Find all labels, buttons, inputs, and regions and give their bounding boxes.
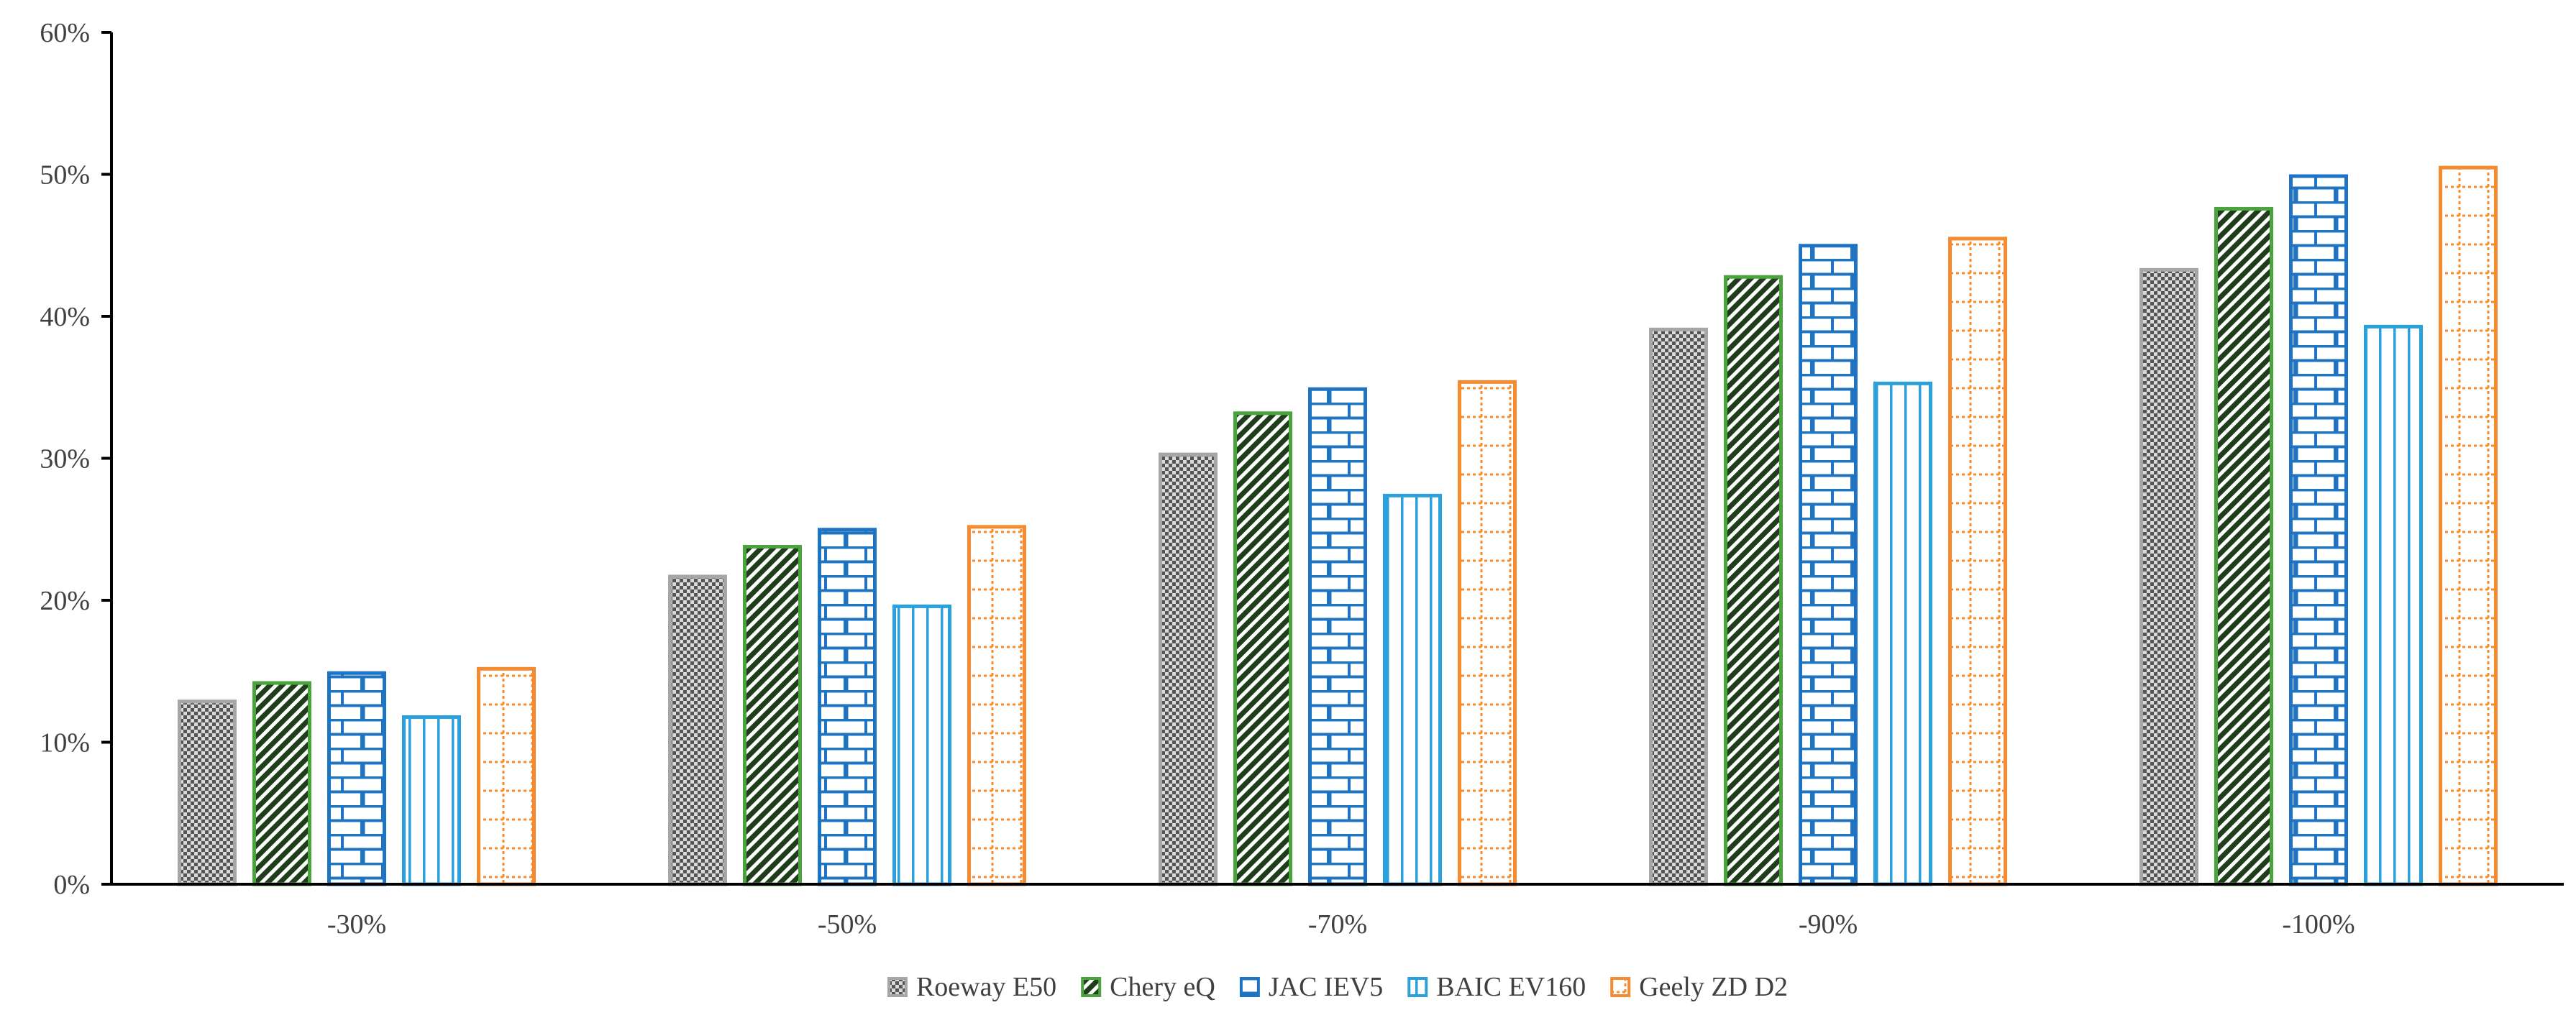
y-tick-label: 50% <box>40 160 90 191</box>
y-tick-label: 40% <box>40 302 90 332</box>
legend-item-baic-ev160: BAIC EV160 <box>1407 972 1586 1002</box>
legend-item-geely-zd-d2: Geely ZD D2 <box>1610 972 1788 1002</box>
y-tick-label: 30% <box>40 444 90 474</box>
bar-chery-eq-1 <box>252 681 311 886</box>
legend-item-roeway-e50: Roeway E50 <box>887 972 1056 1002</box>
y-tick-label: 10% <box>40 728 90 758</box>
bar-baic-ev160-5 <box>2364 324 2423 886</box>
legend-swatch <box>887 977 908 997</box>
bar-roeway-e50-1 <box>178 699 237 886</box>
x-tick-label: -70% <box>1308 909 1367 940</box>
legend-label: BAIC EV160 <box>1436 972 1586 1002</box>
legend-swatch <box>1239 977 1260 997</box>
legend-label: Chery eQ <box>1110 972 1215 1002</box>
bar-baic-ev160-3 <box>1383 493 1442 886</box>
bar-geely-zd-d2-4 <box>1948 237 2007 886</box>
bar-baic-ev160-1 <box>402 715 461 886</box>
bar-chery-eq-2 <box>743 544 802 886</box>
legend-item-jac-iev5: JAC IEV5 <box>1239 972 1383 1002</box>
legend-swatch <box>1610 977 1631 997</box>
legend-swatch <box>1081 977 1102 997</box>
bar-jac-iev5-1 <box>327 671 386 886</box>
bar-jac-iev5-3 <box>1308 387 1367 886</box>
bar-geely-zd-d2-2 <box>967 525 1026 886</box>
bar-baic-ev160-4 <box>1873 381 1932 886</box>
y-tick-label: 0% <box>53 870 90 900</box>
bar-chery-eq-3 <box>1233 411 1292 886</box>
bar-roeway-e50-4 <box>1649 327 1708 886</box>
bar-roeway-e50-2 <box>668 574 727 886</box>
y-tick-label: 20% <box>40 586 90 616</box>
legend-swatch <box>1407 977 1428 997</box>
x-tick-label: -90% <box>1799 909 1858 940</box>
bar-geely-zd-d2-3 <box>1458 380 1517 886</box>
legend-label: Geely ZD D2 <box>1639 972 1788 1002</box>
y-tick-label: 60% <box>40 18 90 48</box>
bars-layer <box>178 165 2498 886</box>
bar-jac-iev5-5 <box>2289 174 2348 886</box>
bar-chery-eq-4 <box>1724 275 1783 886</box>
bar-baic-ev160-2 <box>892 604 951 886</box>
bar-geely-zd-d2-1 <box>477 666 536 886</box>
legend-item-chery-eq: Chery eQ <box>1081 972 1215 1002</box>
bar-jac-iev5-2 <box>818 528 877 886</box>
legend: Roeway E50 Chery eQ JAC IEV5 BAIC EV160 Geel… <box>887 972 1788 1002</box>
bar-geely-zd-d2-5 <box>2439 165 2498 886</box>
x-tick-label: -100% <box>2282 909 2355 940</box>
x-tick-label: -30% <box>327 909 386 940</box>
bar-roeway-e50-3 <box>1159 452 1218 886</box>
legend-label: Roeway E50 <box>916 972 1056 1002</box>
legend-label: JAC IEV5 <box>1269 972 1383 1002</box>
bar-jac-iev5-4 <box>1799 244 1858 886</box>
bar-chery-eq-5 <box>2214 206 2273 886</box>
axes-layer: -30% -50% -70% -90% -100% 0% 10% 20% 30% 40% 50% 60… <box>40 18 2564 940</box>
x-tick-label: -50% <box>818 909 877 940</box>
bar-roeway-e50-5 <box>2139 267 2198 886</box>
